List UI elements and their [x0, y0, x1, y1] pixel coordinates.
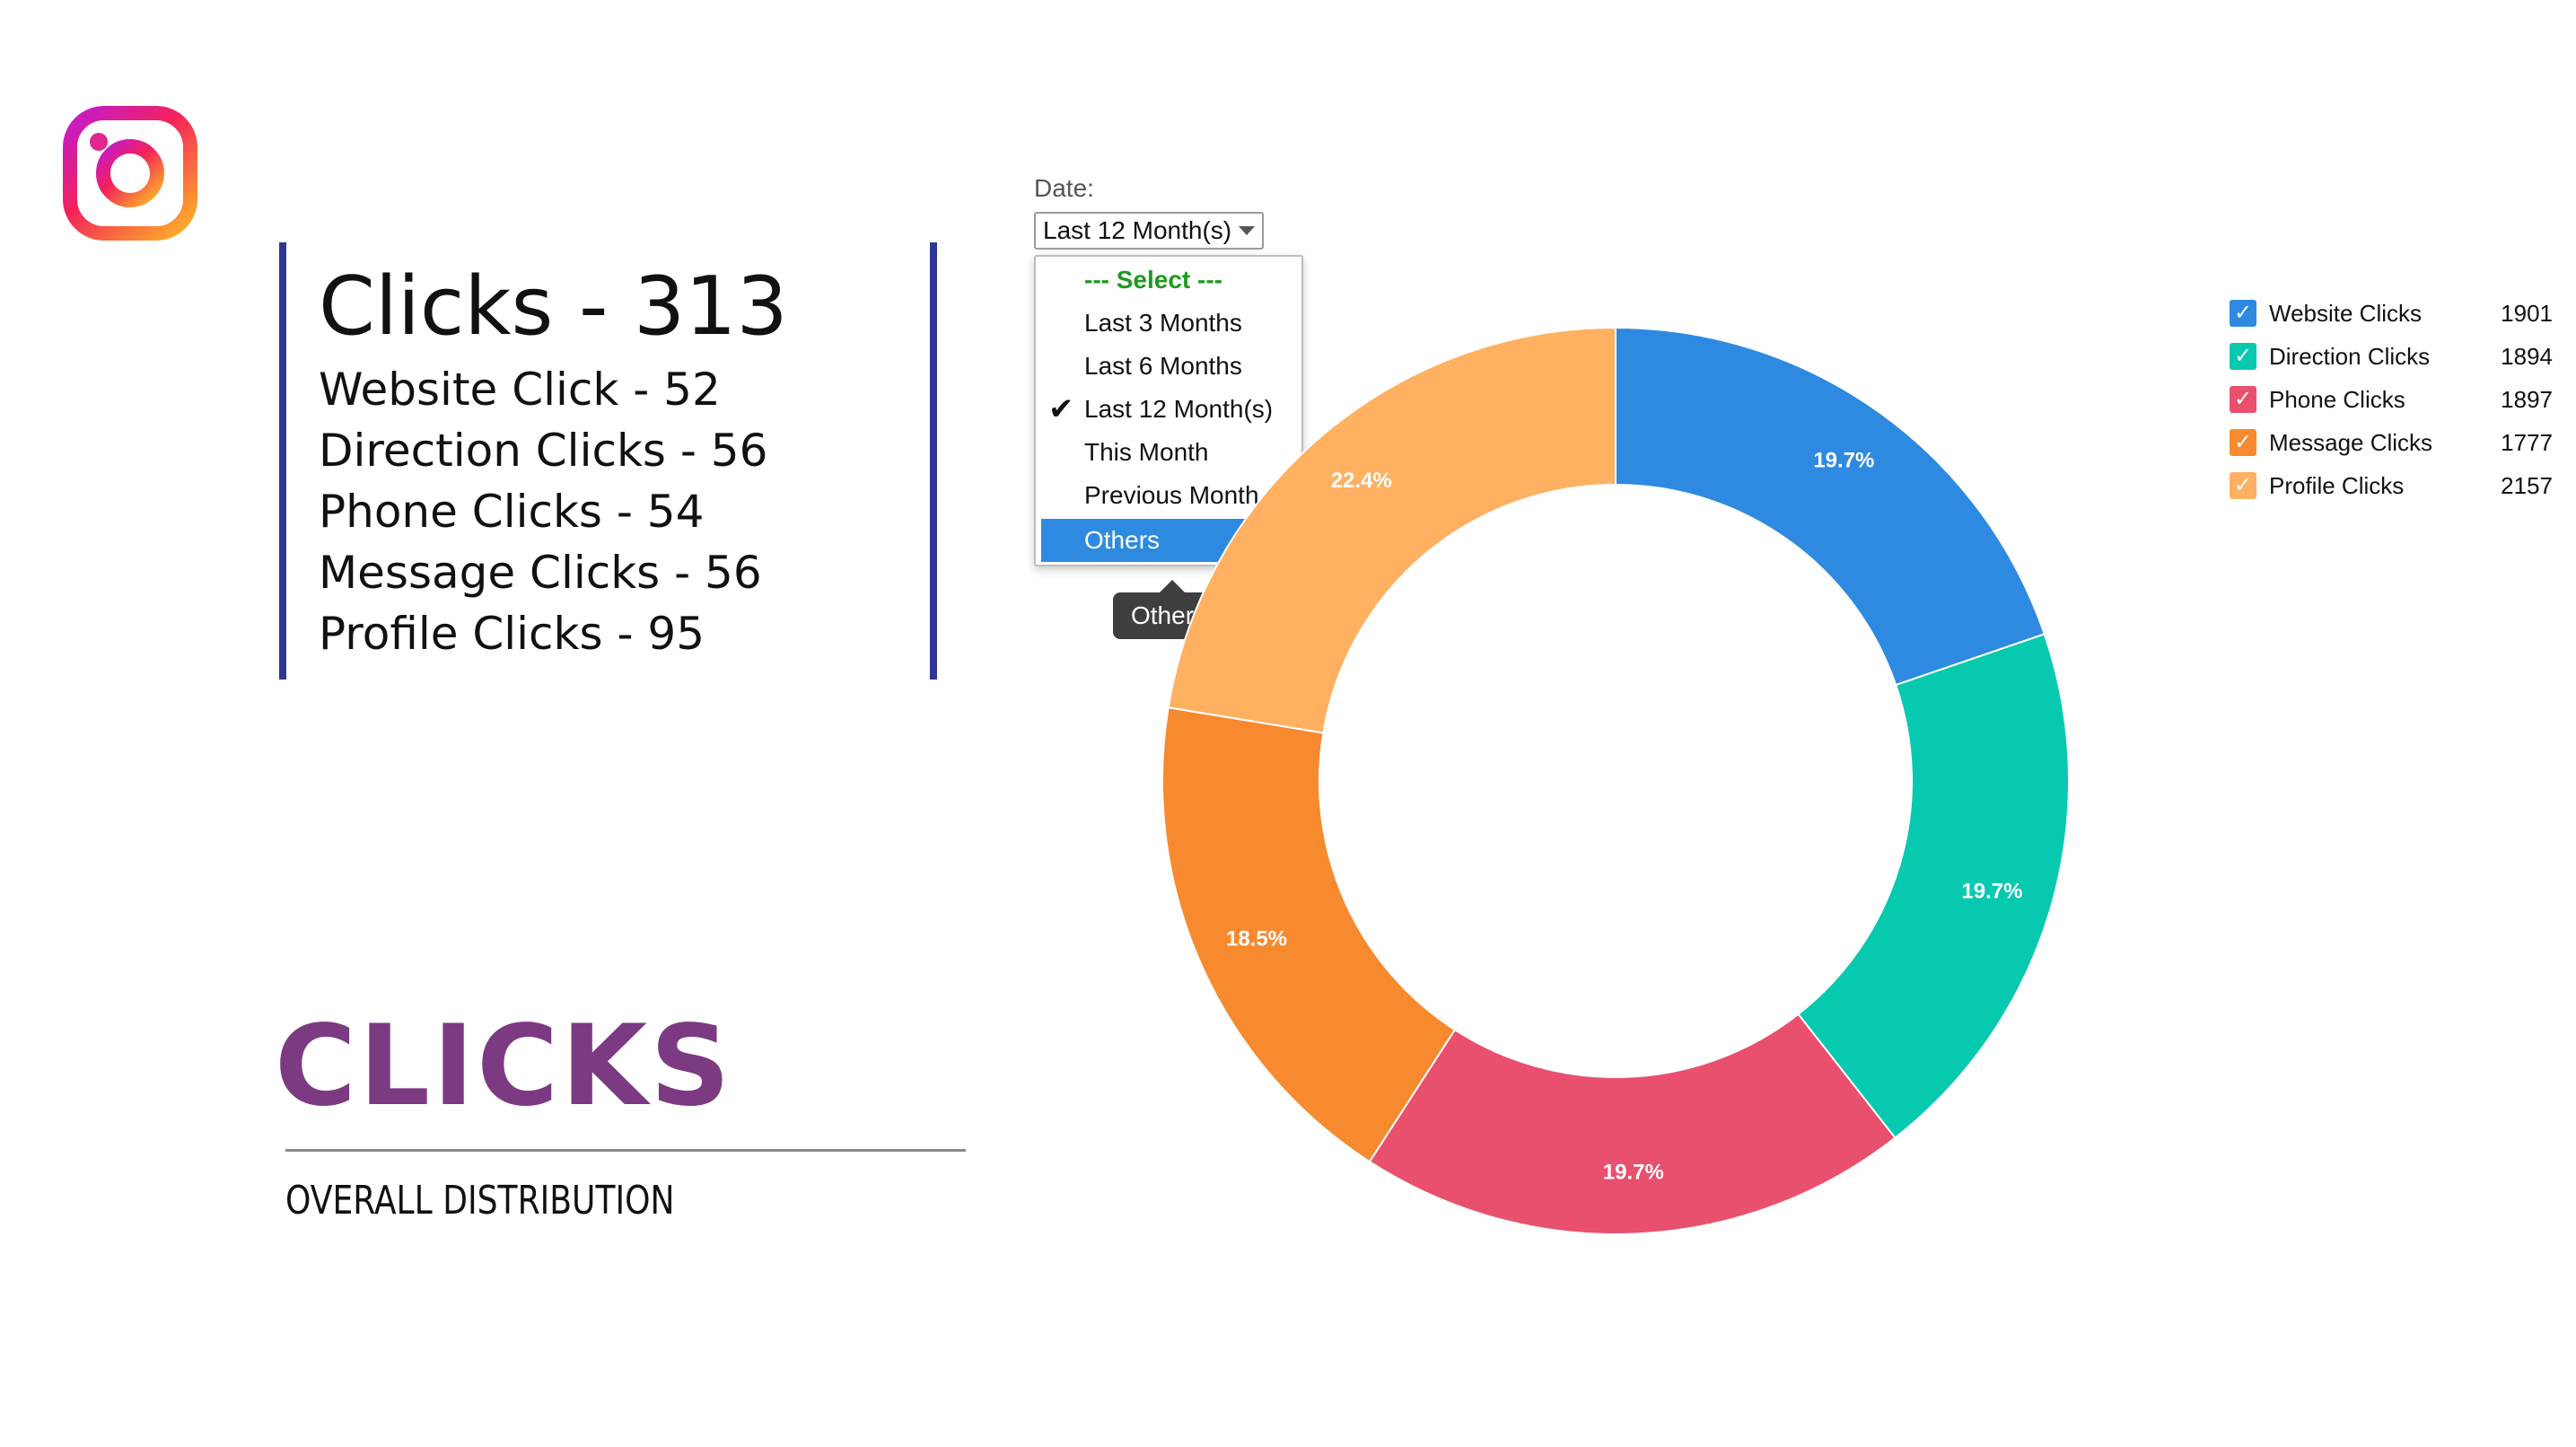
donut-slice-label: 19.7%: [1813, 448, 1874, 472]
legend-label: Message Clicks: [2269, 429, 2433, 456]
checkmark-icon[interactable]: ✓: [2230, 472, 2256, 499]
menu-item-last-12-months[interactable]: ✔ Last 12 Month(s): [1036, 388, 1301, 431]
menu-item-last-3-months[interactable]: Last 3 Months: [1084, 309, 1242, 337]
summary-profile-clicks: Profile Clicks - 95: [319, 608, 705, 660]
donut-slice-label: 19.7%: [1603, 1160, 1664, 1184]
legend-value: 1901: [2501, 300, 2553, 327]
legend-value: 1777: [2501, 429, 2553, 456]
checkmark-icon[interactable]: ✓: [2230, 300, 2256, 327]
page-title: CLICKS: [275, 1002, 733, 1131]
instagram-logo: [63, 106, 197, 241]
menu-item-previous-month[interactable]: Previous Month: [1084, 481, 1259, 509]
checkmark-icon[interactable]: ✓: [2230, 429, 2256, 456]
checkmark-icon[interactable]: ✓: [2230, 343, 2256, 370]
legend-label: Phone Clicks: [2269, 386, 2405, 413]
legend-value: 2157: [2501, 472, 2553, 499]
date-select-value: Last 12 Month(s): [1043, 216, 1232, 244]
legend-item-website-clicks[interactable]: ✓ Website Clicks 1901: [2230, 296, 2553, 339]
legend-item-phone-clicks[interactable]: ✓ Phone Clicks 1897: [2230, 382, 2553, 425]
menu-item-last-6-months[interactable]: Last 6 Months: [1084, 352, 1242, 380]
clicks-summary-panel: Clicks - 313 Website Click - 52 Directio…: [279, 242, 937, 680]
menu-item-select[interactable]: --- Select ---: [1084, 266, 1222, 294]
legend-item-message-clicks[interactable]: ✓ Message Clicks 1777: [2230, 425, 2553, 469]
legend-label: Direction Clicks: [2269, 343, 2431, 370]
donut-slice-phone-clicks[interactable]: [1368, 1013, 1897, 1235]
menu-item-this-month[interactable]: This Month: [1084, 438, 1209, 466]
legend-label: Website Clicks: [2269, 300, 2423, 327]
tooltip-tail: [1160, 580, 1185, 592]
donut-slice-label: 22.4%: [1331, 469, 1392, 493]
page-subtitle: OVERALL DISTRIBUTION: [285, 1178, 675, 1223]
donut-slice-profile-clicks[interactable]: [1167, 326, 1617, 734]
checkmark-icon[interactable]: ✓: [2230, 386, 2256, 413]
legend-value: 1897: [2501, 386, 2553, 413]
clicks-donut-chart: 19.7% 19.7% 19.7% 18.5% 22.4%: [1161, 326, 2070, 1235]
donut-slice-message-clicks[interactable]: [1161, 706, 1457, 1163]
donut-slice-label: 18.5%: [1226, 927, 1287, 952]
donut-slice-direction-clicks[interactable]: [1797, 633, 2070, 1139]
summary-phone-clicks: Phone Clicks - 54: [319, 486, 705, 538]
date-select[interactable]: Last 12 Month(s): [1034, 212, 1264, 250]
chart-legend: ✓ Website Clicks 1901 ✓ Direction Clicks…: [2230, 296, 2553, 530]
summary-direction-clicks: Direction Clicks - 56: [319, 425, 768, 477]
legend-label: Profile Clicks: [2269, 472, 2405, 499]
legend-item-profile-clicks[interactable]: ✓ Profile Clicks 2157: [2230, 469, 2553, 512]
donut-slice-website-clicks[interactable]: [1615, 326, 2046, 687]
caret-down-icon: [1239, 226, 1255, 235]
summary-title: Clicks - 313: [319, 259, 788, 354]
legend-value: 1894: [2501, 343, 2553, 370]
menu-item-label: Last 12 Month(s): [1084, 395, 1274, 423]
summary-message-clicks: Message Clicks - 56: [319, 547, 762, 599]
title-divider: [285, 1149, 966, 1152]
date-label: Date:: [1034, 174, 1094, 202]
legend-item-direction-clicks[interactable]: ✓ Direction Clicks 1894: [2230, 339, 2553, 382]
summary-website-clicks: Website Click - 52: [319, 364, 721, 416]
donut-slice-label: 19.7%: [1961, 880, 2022, 904]
date-dropdown-menu: --- Select --- Last 3 Months Last 6 Mont…: [1034, 255, 1303, 566]
checkmark-icon: ✔: [1048, 392, 1074, 426]
